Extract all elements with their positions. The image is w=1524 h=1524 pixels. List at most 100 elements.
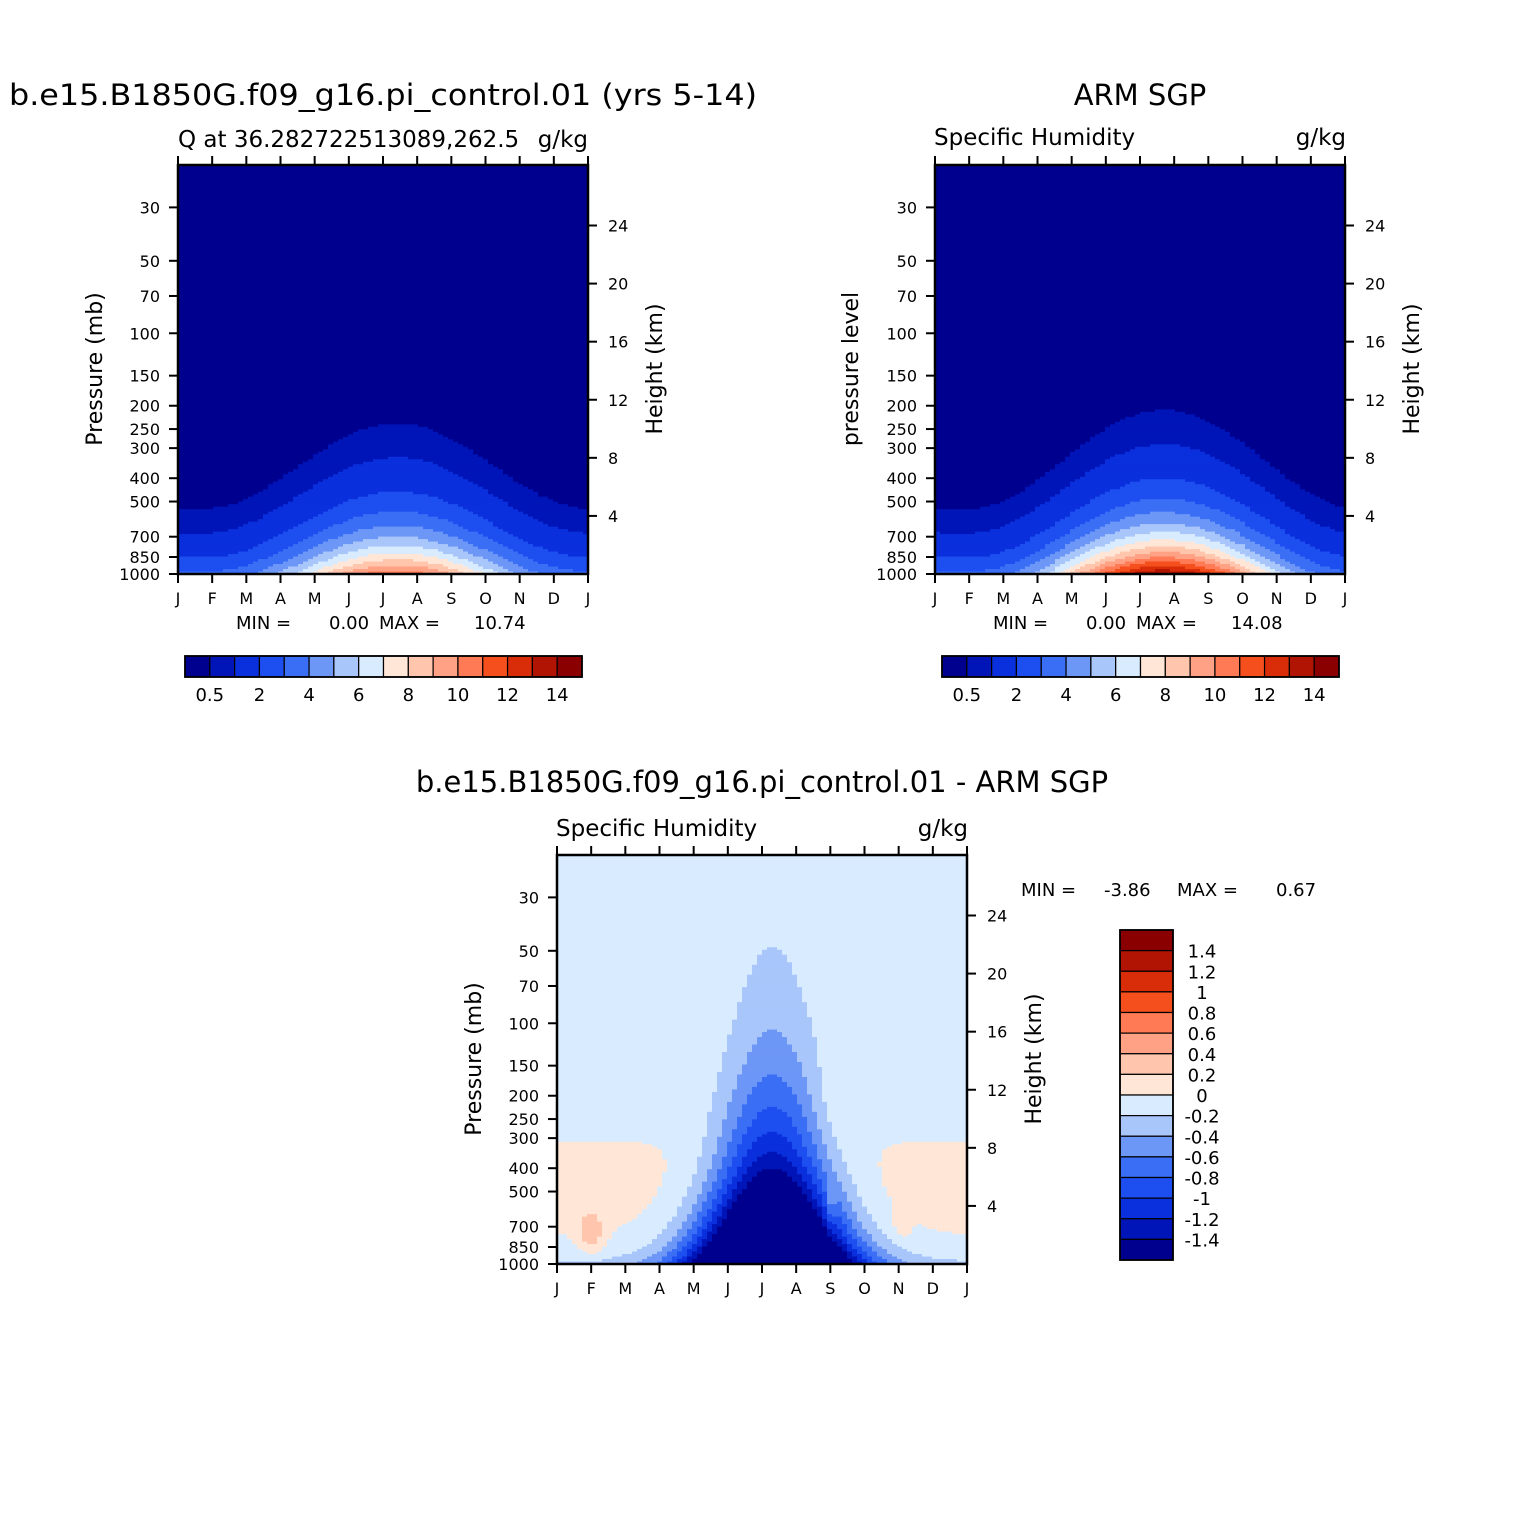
contour-cell — [557, 992, 743, 996]
contour-cell — [1100, 526, 1131, 530]
contour-cell — [1035, 561, 1056, 565]
contour-cell — [817, 1047, 967, 1051]
contour-cell — [922, 1224, 967, 1228]
contour-cell — [1150, 556, 1176, 560]
contour-cell — [935, 165, 1345, 169]
contour-cell — [847, 1164, 878, 1168]
contour-cell — [1005, 499, 1051, 503]
contour-cell — [557, 1201, 653, 1205]
contour-cell — [178, 544, 259, 548]
contour-cell — [697, 1249, 703, 1253]
contour-cell — [722, 1221, 823, 1225]
contour-cell — [935, 491, 1021, 495]
colorbar-label: 12 — [1253, 685, 1276, 706]
contour-cell — [557, 924, 967, 928]
contour-cell — [313, 456, 389, 460]
contour-cell — [827, 1191, 848, 1195]
contour-cell — [802, 994, 967, 998]
contour-cell — [717, 1071, 743, 1076]
contour-cell — [557, 1194, 658, 1198]
contour-cell — [677, 1206, 693, 1210]
contour-cell — [1310, 491, 1345, 495]
contour-cell — [742, 1106, 768, 1110]
contour-cell — [827, 1109, 967, 1113]
contour-cell — [1270, 559, 1286, 563]
contour-cell — [557, 1134, 708, 1138]
contour-cell — [935, 471, 1046, 475]
colorbar-swatch — [209, 655, 236, 678]
contour-cell — [737, 1199, 808, 1203]
contour-cell — [697, 1214, 708, 1218]
contour-cell — [1250, 556, 1266, 560]
contour-cell — [508, 559, 534, 563]
contour-cell — [622, 1224, 668, 1228]
contour-cell — [807, 1086, 823, 1091]
panel-model-subtitle-right: g/kg — [538, 127, 588, 153]
x-tick-label: S — [446, 589, 456, 608]
contour-cell — [807, 1154, 818, 1158]
contour-cell — [737, 1154, 748, 1158]
contour-cell — [842, 1221, 853, 1225]
contour-cell — [732, 1179, 743, 1183]
contour-cell — [697, 1241, 703, 1245]
contour-cell — [1215, 424, 1345, 428]
contour-cell — [597, 1241, 608, 1245]
contour-cell — [1140, 479, 1186, 483]
contour-cell — [697, 1246, 703, 1250]
contour-cell — [737, 1196, 808, 1200]
contour-cell — [935, 202, 1345, 206]
contour-cell — [1080, 546, 1096, 550]
contour-cell — [935, 509, 1036, 513]
contour-cell — [822, 1169, 833, 1173]
contour-cell — [433, 529, 469, 533]
contour-cell — [737, 1076, 763, 1081]
contour-cell — [697, 1219, 703, 1223]
contour-cell — [1275, 551, 1296, 555]
contour-cell — [935, 449, 1076, 453]
contour-cell — [587, 1241, 598, 1245]
contour-cell — [1125, 544, 1206, 548]
contour-cell — [178, 514, 264, 518]
contour-cell — [717, 1191, 728, 1195]
x-tick-label: J — [554, 1279, 560, 1298]
contour-cell — [767, 1151, 778, 1155]
colorbar-swatch — [1119, 1094, 1174, 1117]
colorbar-label: 4 — [1060, 685, 1071, 706]
y-tick-label: 200 — [508, 1087, 539, 1106]
contour-cell — [557, 869, 967, 874]
contour-cell — [935, 436, 1091, 440]
colorbar-label: 10 — [1203, 685, 1226, 706]
contour-cell — [935, 357, 1345, 361]
contour-cell — [557, 902, 967, 906]
contour-cell — [557, 1131, 708, 1135]
contour-cell — [178, 327, 588, 331]
contour-cell — [662, 1156, 698, 1160]
y2-tick-label: 24 — [987, 907, 1007, 926]
contour-cell — [857, 1244, 868, 1248]
contour-cell — [935, 259, 1345, 263]
contour-cell — [428, 514, 479, 518]
contour-cell — [567, 1234, 583, 1238]
contour-cell — [702, 1146, 718, 1150]
contour-cell — [243, 499, 294, 503]
contour-cell — [1040, 531, 1071, 535]
contour-cell — [842, 1249, 848, 1253]
contour-cell — [313, 534, 344, 538]
contour-cell — [557, 932, 967, 936]
contour-cell — [807, 1119, 818, 1123]
contour-cell — [812, 1176, 818, 1180]
contour-cell — [807, 1084, 823, 1088]
contour-cell — [572, 1239, 583, 1243]
contour-cell — [802, 1139, 813, 1143]
y-tick-label: 400 — [508, 1159, 539, 1178]
contour-cell — [308, 459, 374, 463]
contour-cell — [762, 1134, 783, 1138]
contour-cell — [238, 526, 294, 530]
contour-cell — [498, 526, 559, 530]
contour-cell — [935, 254, 1345, 258]
contour-cell — [1205, 536, 1226, 540]
contour-cell — [448, 469, 504, 473]
contour-cell — [747, 1186, 803, 1190]
contour-cell — [887, 1251, 913, 1255]
panel-diff-max-label: MAX = — [1177, 880, 1238, 901]
